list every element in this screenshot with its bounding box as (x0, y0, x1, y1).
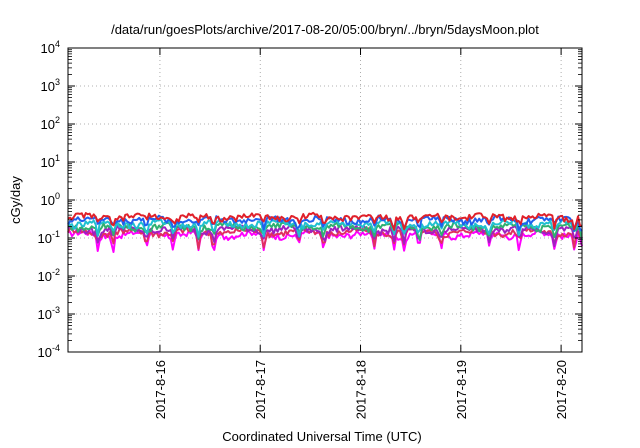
y-tick-label: 101 (41, 153, 60, 170)
series-line (67, 211, 583, 231)
y-tick-label: 104 (41, 39, 60, 56)
grid (68, 48, 582, 352)
y-axis-label: cGy/day (8, 176, 23, 224)
series-line (67, 227, 583, 250)
x-axis: 2017-8-16 2017-8-17 2017-8-18 2017-8-19 2017… (153, 48, 569, 419)
y-tick-label: 10-2 (38, 267, 60, 284)
y-tick-label: 103 (41, 77, 60, 94)
series-line (67, 218, 583, 238)
x-tick-label: 2017-8-17 (253, 360, 268, 419)
x-tick-label: 2017-8-18 (354, 360, 369, 419)
y-tick-label: 100 (41, 191, 60, 208)
chart-title: /data/run/goesPlots/archive/2017-08-20/0… (111, 22, 539, 37)
y-tick-label: 10-4 (38, 343, 60, 360)
x-tick-label: 2017-8-20 (554, 360, 569, 419)
y-tick-label: 10-3 (38, 305, 60, 322)
x-axis-label: Coordinated Universal Time (UTC) (222, 429, 421, 444)
x-tick-label: 2017-8-19 (454, 360, 469, 419)
y-tick-label: 102 (41, 115, 60, 132)
data-series (67, 211, 583, 253)
y-tick-label: 10-1 (38, 229, 60, 246)
series-line (67, 224, 583, 247)
x-tick-label: 2017-8-16 (153, 360, 168, 419)
series-line (67, 221, 583, 241)
y-axis: 10-4 10-3 10-2 10-1 100 101 102 103 104 (38, 39, 582, 360)
